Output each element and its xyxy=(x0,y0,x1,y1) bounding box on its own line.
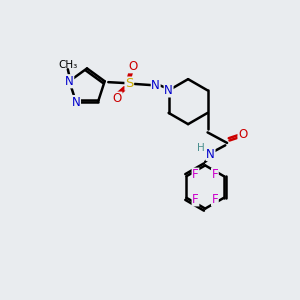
Text: N: N xyxy=(151,79,160,92)
Text: N: N xyxy=(72,95,80,109)
Text: F: F xyxy=(192,168,199,181)
Text: O: O xyxy=(238,128,247,141)
Text: N: N xyxy=(206,148,215,160)
Text: N: N xyxy=(164,84,173,97)
Text: N: N xyxy=(65,75,74,88)
Text: F: F xyxy=(212,193,218,206)
Text: O: O xyxy=(113,92,122,105)
Text: H: H xyxy=(197,143,205,153)
Text: O: O xyxy=(128,60,137,73)
Text: F: F xyxy=(192,193,199,206)
Text: S: S xyxy=(125,77,134,90)
Text: CH₃: CH₃ xyxy=(58,60,77,70)
Text: F: F xyxy=(212,168,218,181)
